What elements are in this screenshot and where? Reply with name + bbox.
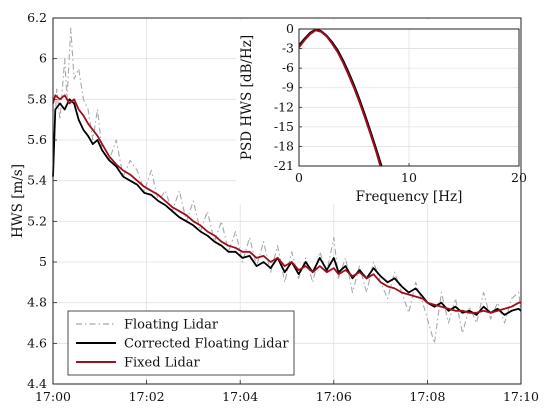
main-x-tick-label: 17:10 <box>503 389 539 404</box>
inset-y-axis-label: PSD HWS [dB/Hz] <box>239 35 255 160</box>
main-y-tick-label: 4.6 <box>27 335 47 350</box>
main-y-tick-label: 5.8 <box>27 91 47 106</box>
main-y-tick-label: 5.2 <box>27 213 47 228</box>
main-plot-frame <box>52 17 522 385</box>
inset-y-tick-label: -15 <box>274 119 294 134</box>
main-y-tick-label: 5 <box>39 254 47 269</box>
main-x-tick-label: 17:02 <box>129 389 165 404</box>
main-x-tick-label: 17:04 <box>222 389 258 404</box>
inset-y-tick-label: -18 <box>274 138 294 153</box>
main-y-tick-label: 4.8 <box>27 295 47 310</box>
main-y-tick-label: 6.2 <box>27 10 47 25</box>
main-y-axis-label: HWS [m/s] <box>10 164 26 238</box>
main-y-tick-label: 5.4 <box>27 173 47 188</box>
inset-x-tick-label: 20 <box>511 170 527 185</box>
main-y-tick-label: 4.4 <box>27 376 47 391</box>
main-x-tick-label: 17:06 <box>316 389 352 404</box>
inset-y-tick-label: -9 <box>282 80 294 95</box>
inset-y-tick-label: -12 <box>274 99 294 114</box>
inset-x-tick-label: 10 <box>401 170 417 185</box>
legend-label-2: Corrected Floating Lidar <box>124 337 289 352</box>
main-x-tick-label: 17:00 <box>35 389 71 404</box>
inset-y-tick-label: -21 <box>274 158 294 173</box>
inset-y-tick-label: -6 <box>282 60 294 75</box>
legend-label-1: Floating Lidar <box>124 318 219 333</box>
legend-label-3: Fixed Lidar <box>124 356 201 371</box>
main-x-tick-label: 17:08 <box>409 389 445 404</box>
inset-y-tick-label: 0 <box>286 21 294 36</box>
main-y-tick-label: 6 <box>39 51 47 66</box>
inset-x-axis-label: Frequency [Hz] <box>356 189 463 205</box>
inset-series-line-2 <box>299 29 382 166</box>
main-y-tick-label: 5.6 <box>27 132 47 147</box>
inset-y-tick-label: -3 <box>282 41 294 56</box>
main-series-line-3 <box>52 94 521 314</box>
inset-x-tick-label: 0 <box>295 170 303 185</box>
